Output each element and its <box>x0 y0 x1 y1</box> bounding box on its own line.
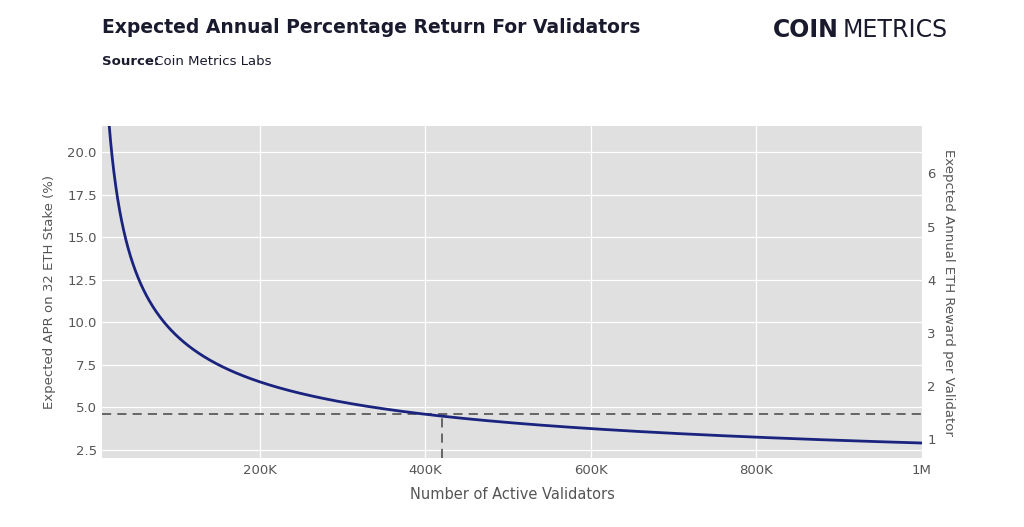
Text: METRICS: METRICS <box>843 18 948 43</box>
Text: Source:: Source: <box>102 55 160 69</box>
Text: COIN: COIN <box>773 18 839 43</box>
Y-axis label: Exepcted Annual ETH Reward per Validator: Exepcted Annual ETH Reward per Validator <box>942 149 955 436</box>
Text: Expected Annual Percentage Return For Validators: Expected Annual Percentage Return For Va… <box>102 18 641 37</box>
X-axis label: Number of Active Validators: Number of Active Validators <box>410 487 614 502</box>
Y-axis label: Expected APR on 32 ETH Stake (%): Expected APR on 32 ETH Stake (%) <box>43 175 56 409</box>
Text: Coin Metrics Labs: Coin Metrics Labs <box>150 55 271 69</box>
